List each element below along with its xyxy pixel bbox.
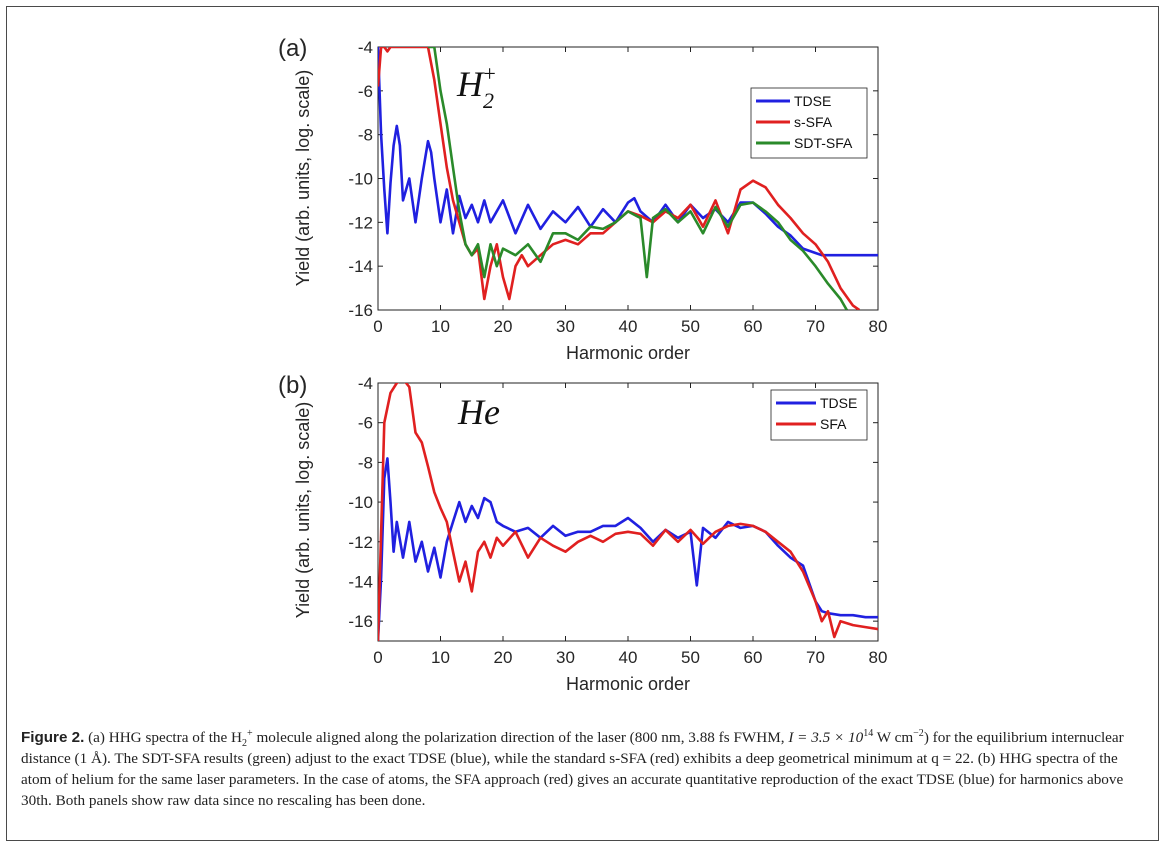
caption-part2: molecule aligned along the polarization … [252, 729, 789, 746]
panel-b-lines [378, 383, 878, 641]
panel-a-series-sdt-sfa [428, 47, 848, 310]
panel-b-label: (b) [278, 372, 307, 399]
panel-b-xtick-label: 40 [619, 648, 638, 667]
panel-b-annotation: He [457, 392, 500, 432]
panel-b-ticks: 0 10 20 30 40 50 60 70 80 -4 -6 -8 -10 -12 -14 -16 [348, 374, 887, 667]
panel-b-series-tdse [378, 457, 878, 641]
panel-b-legend: TDSE SFA [770, 389, 868, 441]
panel-b-ytick-label: -8 [358, 453, 373, 472]
panel-a-series-tdse [378, 47, 878, 257]
panel-a-axes [377, 46, 879, 311]
legend-a-ssfa: s-SFA [794, 114, 833, 130]
panel-b-xtick-label: 60 [744, 648, 763, 667]
panel-b-ylabel: Yield (arb. units, log. scale) [293, 402, 313, 618]
panel-b-ytick-label: -6 [358, 414, 373, 433]
panel-a: (a) 0 10 20 30 40 50 60 70 80-4-6-8-10-12-14-16 … [278, 35, 887, 363]
panel-b-series-sfa [378, 383, 878, 641]
panel-a-ylabel: Yield (arb. units, log. scale) [293, 70, 313, 286]
panel-a-xtick-label: 40 [619, 317, 638, 336]
caption-label: Figure 2. [21, 729, 85, 746]
panel-a-ytick-label: -6 [358, 82, 373, 101]
panel-b-xtick-label: 80 [869, 648, 888, 667]
panel-a-xtick-label: 60 [744, 317, 763, 336]
caption-sub: 2 [242, 738, 248, 750]
panel-a-xtick-label: 50 [681, 317, 700, 336]
figure-canvas: (a) 0 10 20 30 40 50 60 70 80-4-6-8-10-12-14-16 … [278, 35, 887, 694]
panel-a-series-s-sfa [378, 47, 861, 310]
legend-b-tdse: TDSE [820, 395, 857, 411]
caption-eq: I = 3.5 × 10 [788, 729, 864, 746]
panel-b-xlabel: Harmonic order [566, 674, 690, 694]
panel-a-lines [378, 47, 878, 310]
panel-b-xtick-label: 30 [556, 648, 575, 667]
caption-unitexp: −2 [913, 727, 924, 739]
panel-b-ytick-label: -10 [348, 493, 373, 512]
panel-a-annotation: H2+ [456, 61, 497, 113]
caption-sup: + [247, 727, 253, 739]
panel-b-ytick-label: -12 [348, 533, 373, 552]
caption-part1: (a) HHG spectra of the H [88, 729, 243, 746]
panel-b-xtick-label: 70 [806, 648, 825, 667]
panel-a-ytick-label: -4 [358, 38, 373, 57]
panel-b: (b) 0 10 20 30 40 50 60 70 80-4-6-8-10-12-14-16 … [278, 372, 887, 694]
panel-b-ytick-label: -4 [358, 374, 373, 393]
figure-frame [6, 6, 1159, 841]
panel-a-xtick-label: 0 [373, 317, 382, 336]
panel-b-xtick-label: 50 [681, 648, 700, 667]
panel-a-xtick-label: 10 [431, 317, 450, 336]
panel-a-xtick-label: 80 [869, 317, 888, 336]
panel-a-ytick-label: -8 [358, 126, 373, 145]
panel-a-ytick-label: -14 [348, 257, 373, 276]
panel-a-xtick-label: 70 [806, 317, 825, 336]
figure-caption: Figure 2. (a) HHG spectra of the H2+ mol… [21, 727, 1145, 811]
panel-b-ytick-label: -14 [348, 572, 373, 591]
caption-part3: ) for the equilibrium internuclear dista… [21, 729, 1124, 809]
legend-b-sfa: SFA [820, 416, 847, 432]
panel-a-ytick-label: -10 [348, 170, 373, 189]
caption-exp: 14 [863, 727, 874, 739]
panel-b-xtick-label: 10 [431, 648, 450, 667]
panel-a-ytick-label: -12 [348, 213, 373, 232]
panel-b-xtick-label: 20 [494, 648, 513, 667]
panel-a-label: (a) [278, 35, 307, 62]
panel-b-xtick-label: 0 [373, 648, 382, 667]
panel-a-ytick-label: -16 [348, 301, 373, 320]
panel-a-legend: TDSE s-SFA SDT-SFA [750, 87, 868, 159]
caption-unit: W cm [873, 729, 914, 746]
panel-a-xlabel: Harmonic order [566, 343, 690, 363]
panel-a-ticks: 0 10 20 30 40 50 60 70 80 -4 -6 -8 -10 -12 -14 -16 [348, 38, 887, 336]
panel-a-xtick-label: 30 [556, 317, 575, 336]
legend-a-sdtsfa: SDT-SFA [794, 135, 853, 151]
panel-a-xtick-label: 20 [494, 317, 513, 336]
panel-b-ytick-label: -16 [348, 612, 373, 631]
legend-a-tdse: TDSE [794, 93, 831, 109]
